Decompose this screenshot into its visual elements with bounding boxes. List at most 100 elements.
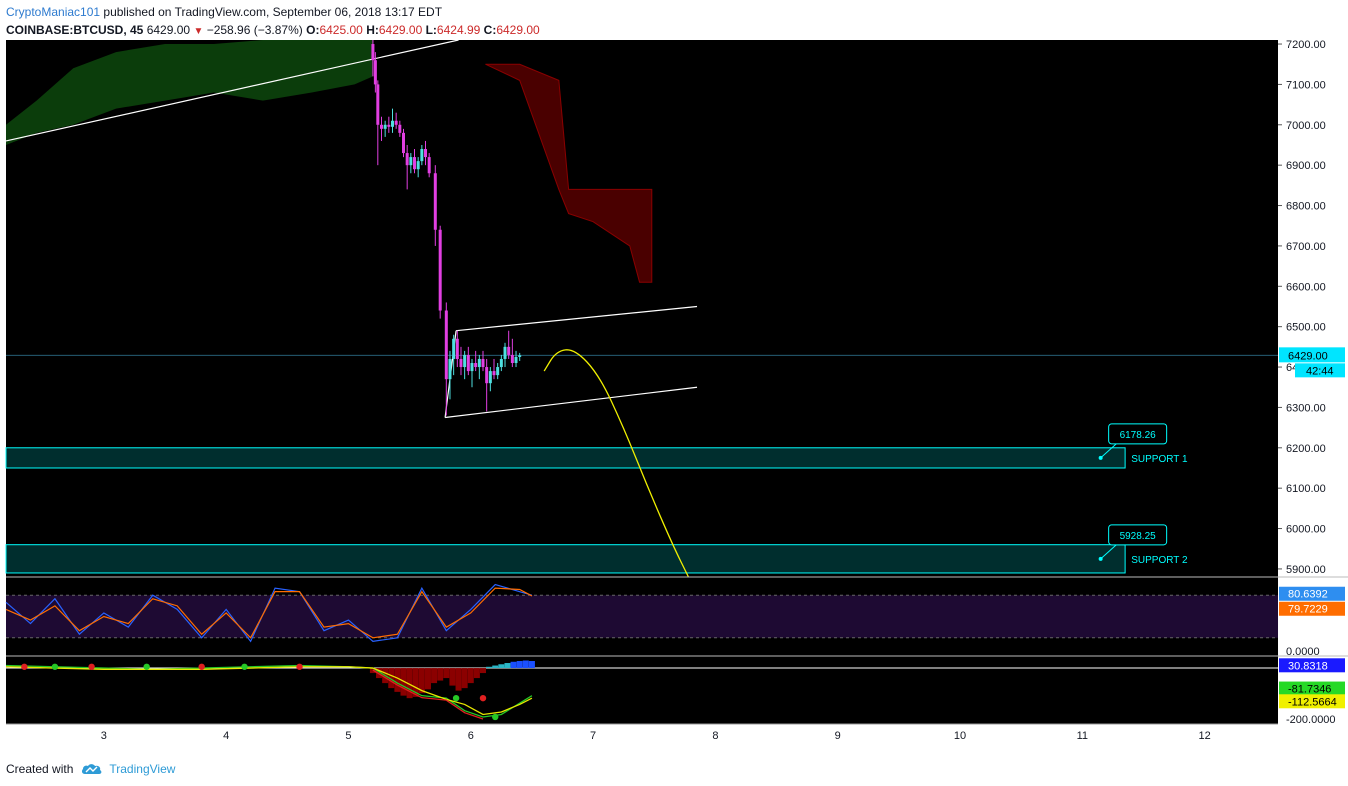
candle-body-36 bbox=[507, 346, 511, 355]
osc-a-badge bbox=[1279, 658, 1345, 673]
stoch-k-badge bbox=[1279, 586, 1345, 601]
time-tick-label-3: 6 bbox=[468, 730, 474, 742]
osc-cross-dot-3 bbox=[143, 663, 150, 670]
low-label: L: bbox=[425, 23, 437, 37]
time-tick-label-9: 12 bbox=[1198, 730, 1210, 742]
candle-body-14 bbox=[420, 149, 424, 162]
price-axis-background bbox=[1278, 40, 1348, 724]
osc-c-badge bbox=[1279, 694, 1345, 709]
tradingview-link[interactable]: TradingView bbox=[109, 762, 176, 776]
stoch-zero-label: 0.0000 bbox=[1286, 646, 1320, 658]
support-callout-value-2: 5928.25 bbox=[1120, 531, 1157, 542]
price-tick-label-12: 6000.00 bbox=[1286, 524, 1326, 536]
candle-body-38 bbox=[514, 356, 518, 364]
publish-header: CryptoManiac101 published on TradingView… bbox=[6, 5, 442, 19]
price-tick-label-7: 6500.00 bbox=[1286, 322, 1326, 334]
candle-body-34 bbox=[499, 358, 503, 368]
price-tick-label-2: 7000.00 bbox=[1286, 120, 1326, 132]
chart-canvas[interactable]: 6178.26 SUPPORT 1 5928.25 SUPPORT 2 7200.00 7… bbox=[0, 40, 1348, 752]
candle-body-21 bbox=[452, 338, 456, 359]
candle-body-9 bbox=[402, 132, 405, 154]
candle-body-28 bbox=[477, 358, 481, 368]
osc-histogram-bar-13 bbox=[449, 668, 456, 686]
candle-body-25 bbox=[466, 354, 470, 372]
osc-histogram-bar-14 bbox=[455, 668, 462, 691]
price-tick-label-1: 7100.00 bbox=[1286, 79, 1326, 91]
price-tick-label-0: 7200.00 bbox=[1286, 40, 1326, 51]
osc-a-value: 30.8318 bbox=[1288, 660, 1328, 672]
candle-body-7 bbox=[394, 120, 398, 125]
high-value: 6429.00 bbox=[378, 23, 423, 37]
osc-cross-dot-8 bbox=[479, 694, 487, 702]
osc-cross-dot-4 bbox=[198, 663, 205, 670]
price-tick-label-9: 6300.00 bbox=[1286, 402, 1326, 414]
close-label: C: bbox=[483, 23, 497, 37]
candle-body-4 bbox=[383, 124, 387, 129]
time-tick-label-6: 9 bbox=[835, 730, 841, 742]
support-callout-box-1 bbox=[1108, 423, 1168, 445]
osc-histogram-bar-7 bbox=[412, 668, 419, 697]
time-tick-label-0: 3 bbox=[101, 730, 107, 742]
candle-body-16 bbox=[427, 157, 431, 174]
time-axis-background bbox=[6, 724, 1278, 752]
price-change: −258.96 (−3.87%) bbox=[206, 23, 303, 37]
symbol-name[interactable]: COINBASE:BTCUSD, 45 bbox=[6, 23, 144, 37]
price-tick-label-5: 6700.00 bbox=[1286, 241, 1326, 253]
candle-body-20 bbox=[448, 358, 452, 380]
osc-histogram-bar-10 bbox=[431, 668, 438, 684]
price-tick-label-3: 6900.00 bbox=[1286, 160, 1326, 172]
stoch-line-1 bbox=[5, 587, 533, 639]
support-zone-1 bbox=[5, 447, 1126, 469]
author-link[interactable]: CryptoManiac101 bbox=[6, 5, 101, 19]
time-tick-label-4: 7 bbox=[590, 730, 596, 742]
candle-body-10 bbox=[405, 153, 409, 166]
channel-upper-line bbox=[456, 305, 698, 332]
tradingview-cloud-icon bbox=[82, 764, 102, 774]
osc-b-value: -81.7346 bbox=[1288, 684, 1331, 696]
created-with-text: Created with bbox=[6, 762, 74, 776]
osc-histogram-bar-24 bbox=[516, 661, 523, 669]
osc-histogram-bar-26 bbox=[528, 661, 535, 669]
osc-histogram-bar-21 bbox=[498, 664, 505, 669]
candle-body-26 bbox=[470, 363, 474, 372]
candle-body-8 bbox=[398, 124, 402, 133]
osc-histogram-bar-6 bbox=[406, 668, 413, 699]
osc-histogram-bar-11 bbox=[437, 668, 444, 681]
price-tick-label-10: 6200.00 bbox=[1286, 443, 1326, 455]
candle-body-35 bbox=[503, 346, 507, 359]
countdown-badge-value: 42:44 bbox=[1306, 365, 1334, 377]
support-callout-dot-2 bbox=[1098, 556, 1103, 561]
last-price: 6429.00 bbox=[146, 23, 191, 37]
candle-body-5 bbox=[387, 124, 391, 127]
candle-body-12 bbox=[413, 157, 417, 170]
candle-body-15 bbox=[424, 149, 428, 158]
time-tick-label-7: 10 bbox=[954, 730, 966, 742]
candle-body-2 bbox=[376, 84, 380, 125]
osc-histogram-bar-19 bbox=[486, 666, 493, 669]
countdown-badge bbox=[1295, 363, 1345, 378]
osc-min-label: -200.0000 bbox=[1286, 714, 1336, 726]
support-zone-label-1: SUPPORT 1 bbox=[1131, 454, 1188, 465]
time-tick-label-2: 5 bbox=[345, 730, 351, 742]
support-zone-label-2: SUPPORT 2 bbox=[1131, 555, 1188, 566]
osc-histogram-bar-20 bbox=[492, 665, 499, 669]
osc-histogram-bar-15 bbox=[461, 668, 468, 689]
ichimoku-cloud-red bbox=[485, 63, 653, 283]
candle-body-11 bbox=[409, 157, 413, 166]
support-zone-2 bbox=[5, 544, 1126, 574]
candle-body-30 bbox=[485, 367, 489, 384]
candle-body-24 bbox=[463, 354, 467, 368]
osc-cross-dot-0 bbox=[21, 663, 28, 670]
channel-lower-line bbox=[445, 386, 698, 419]
last-price-badge-value: 6429.00 bbox=[1288, 350, 1328, 362]
open-label: O: bbox=[306, 23, 320, 37]
footer: Created with TradingView bbox=[6, 762, 175, 776]
osc-cross-dot-6 bbox=[296, 663, 303, 670]
low-value: 6424.99 bbox=[436, 23, 481, 37]
candle-body-18 bbox=[438, 229, 442, 311]
price-tick-label-11: 6100.00 bbox=[1286, 483, 1326, 495]
close-value: 6429.00 bbox=[496, 23, 540, 37]
osc-line-red bbox=[372, 669, 484, 720]
support-callout-value-1: 6178.26 bbox=[1120, 430, 1157, 441]
osc-histogram-bar-8 bbox=[418, 668, 425, 694]
